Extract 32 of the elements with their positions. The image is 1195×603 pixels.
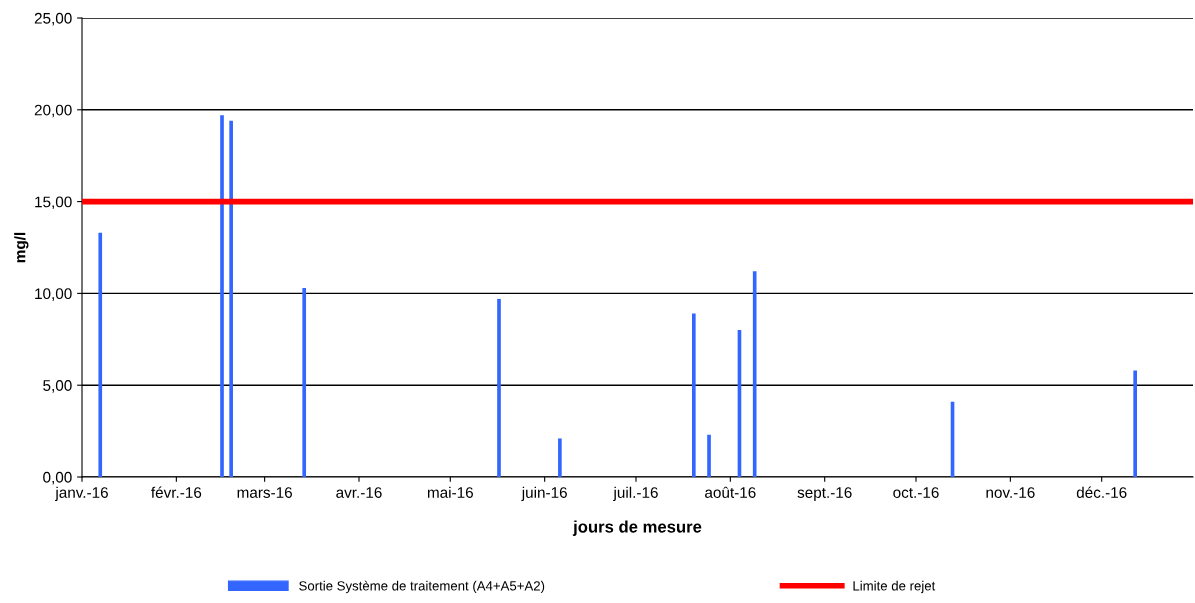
x-tick-label: déc.-16 [1076, 486, 1127, 498]
bar [497, 298, 501, 477]
x-tick-label: août-16 [705, 486, 756, 498]
x-tick-label: juin-16 [521, 486, 567, 501]
bar [98, 232, 103, 477]
x-tick-label: nov.-16 [986, 487, 1035, 498]
bar [558, 438, 562, 477]
x-tick-label: sept.-16 [797, 487, 852, 501]
bar [220, 115, 224, 477]
y-tick-label: 10,00 [35, 288, 72, 301]
x-tick-label: mai-16 [427, 486, 473, 498]
legend-label: Sortie Système de traitement (A4+A5+A2) [299, 580, 545, 594]
bar [229, 120, 233, 477]
y-tick-label: 5,00 [43, 380, 72, 393]
bar [707, 434, 711, 477]
bar [302, 287, 307, 477]
bar [691, 313, 696, 477]
x-axis-title: jours de mesure [572, 520, 702, 536]
legend-label: Limite de rejet [853, 580, 936, 594]
y-tick-label: 20,00 [34, 104, 72, 118]
x-tick-label: janv.-16 [55, 486, 108, 501]
x-tick-label: avr.-16 [336, 487, 382, 498]
x-tick-label: mars-16 [237, 487, 292, 498]
y-tick-label: 0,00 [43, 471, 72, 485]
x-tick-label: oct.-16 [893, 487, 939, 498]
bar [752, 271, 757, 477]
y-tick-label: 25,00 [34, 12, 72, 26]
bar [1133, 370, 1137, 477]
x-tick-label: févr.-16 [151, 486, 202, 498]
y-tick-label: 15,00 [35, 196, 72, 210]
y-axis-title: mg/l [14, 232, 29, 263]
x-tick-label: juil.-16 [613, 486, 658, 501]
